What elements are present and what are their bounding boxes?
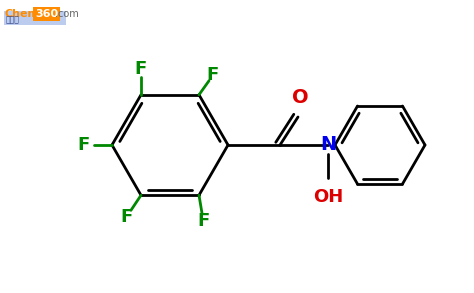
Bar [4,11,66,25]
Text: F: F [121,208,133,226]
Text: OH: OH [313,188,343,206]
Text: F: F [135,60,147,78]
Text: .com: .com [55,9,79,19]
Text: Chem: Chem [5,9,40,19]
Text: N: N [320,134,336,154]
Text: F: F [78,136,90,154]
Text: F: F [207,66,219,84]
Text: O: O [292,88,308,107]
Text: F: F [198,212,210,230]
Text: 360: 360 [35,9,58,19]
Text: 化工人: 化工人 [6,15,20,24]
